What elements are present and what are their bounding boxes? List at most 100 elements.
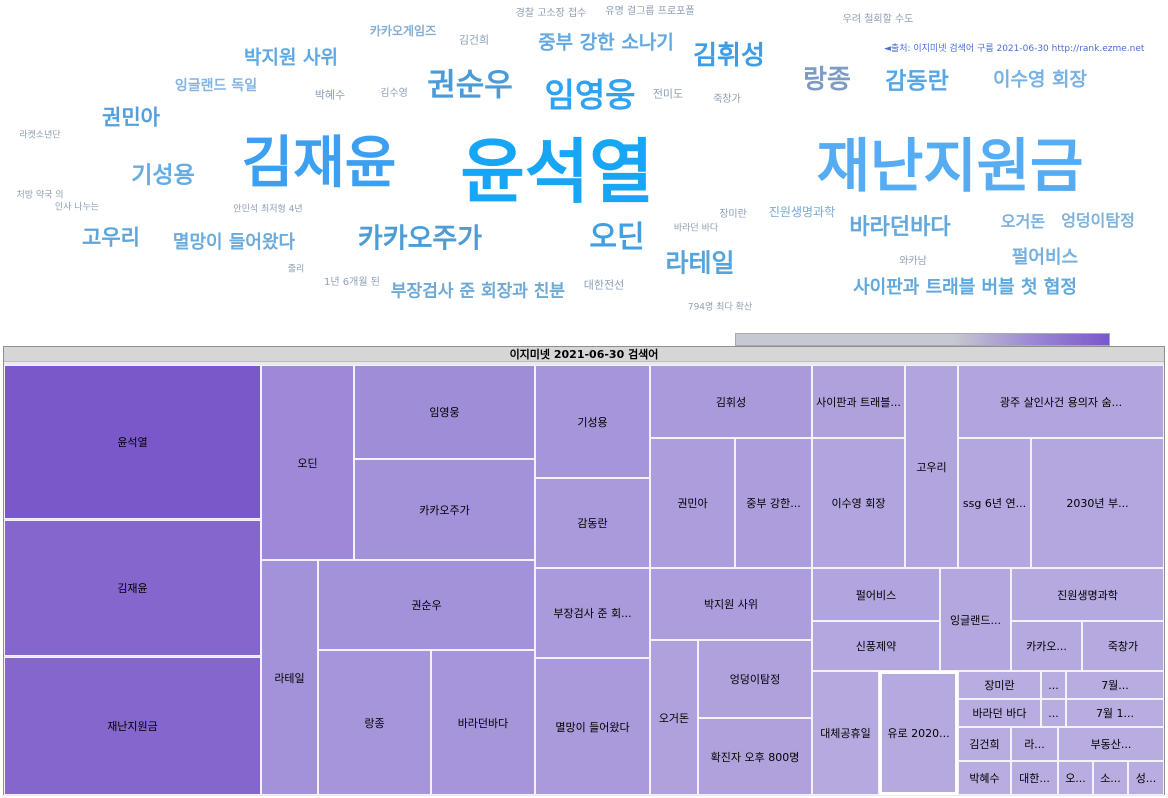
treemap-cell[interactable]: 엉덩이탐정 [698, 640, 812, 718]
treemap-cell[interactable]: 바라던바다 [431, 650, 535, 795]
treemap-cell[interactable]: 중부 강한... [735, 438, 812, 568]
treemap-cell[interactable]: 김재윤 [4, 520, 261, 656]
treemap-cell[interactable]: 박지원 사위 [650, 568, 812, 640]
wordcloud-word: 엉덩이탐정 [1061, 211, 1135, 230]
treemap-cell-label: 카카오... [1026, 640, 1067, 653]
wordcloud-word: 김휘성 [693, 41, 765, 71]
wordcloud-word: 사이판과 트래블 버블 첫 협정 [853, 277, 1077, 298]
treemap-cell[interactable]: 윤석열 [4, 365, 261, 519]
treemap-cell[interactable]: 재난지원금 [4, 657, 261, 795]
treemap-cell[interactable]: 성... [1128, 761, 1164, 795]
wordcloud-word: 멸망이 들어왔다 [172, 232, 296, 253]
treemap-cell[interactable]: 라... [1011, 727, 1058, 761]
treemap-cell[interactable]: 진원생명과학 [1011, 568, 1164, 621]
treemap-cell[interactable]: 죽창가 [1082, 621, 1164, 671]
treemap-cell[interactable]: 라테일 [261, 560, 318, 795]
treemap-cell[interactable]: 기성용 [535, 365, 650, 478]
treemap-cell[interactable]: 신풍제약 [812, 621, 940, 671]
wordcloud-word: 인사 나누는 [54, 202, 100, 213]
treemap-cell[interactable]: 권민아 [650, 438, 735, 568]
treemap-cell[interactable]: 사이판과 트래블... [812, 365, 905, 438]
treemap-cell[interactable]: 김휘성 [650, 365, 812, 438]
treemap-cell[interactable]: 확진자 오후 800명 [698, 718, 812, 795]
treemap-cell[interactable]: 광주 살인사건 용의자 숨... [958, 365, 1164, 438]
wordcloud-word: 임영웅 [544, 75, 636, 115]
treemap-cell[interactable]: 장미란 [958, 671, 1041, 699]
treemap-cell-label: 라... [1024, 738, 1045, 751]
treemap-cell[interactable]: 대체공휴일 [812, 671, 879, 795]
treemap-cell[interactable]: 잉글랜드... [940, 568, 1011, 671]
wordcloud-word: 오딘 [589, 220, 645, 255]
treemap-cell[interactable]: 대한... [1011, 761, 1058, 795]
treemap-cell[interactable]: 소... [1093, 761, 1128, 795]
treemap-cell[interactable]: ... [1041, 671, 1066, 699]
treemap-cell-label: 엉덩이탐정 [729, 673, 781, 686]
treemap-cell-label: 바라던 바다 [972, 707, 1027, 720]
wordcloud-word: 대한전선 [583, 278, 625, 292]
wordcloud-word: 김수영 [380, 88, 408, 99]
source-attribution: ◄출처: 이지미넷 검색어 구름 2021-06-30 http://rank.… [884, 44, 1145, 54]
treemap-cell-label: 오... [1065, 772, 1086, 785]
treemap-cell-label: 재난지원금 [107, 720, 158, 733]
wordcloud-word: 기성용 [131, 162, 195, 189]
treemap-cell-label: 장미란 [984, 679, 1015, 692]
treemap-cell-label: 카카오주가 [419, 503, 470, 517]
wordcloud-word: 권민아 [102, 105, 160, 130]
treemap-cell-label: 랑종 [364, 716, 385, 730]
treemap-cell-label: 라테일 [274, 671, 305, 685]
treemap-cell[interactable]: 펄어비스 [812, 568, 940, 621]
treemap-cell-label: 대한... [1019, 772, 1050, 785]
treemap-cell[interactable]: 부동산... [1058, 727, 1164, 761]
wordcloud-word: 라켓소년단 [19, 130, 61, 141]
treemap-cell[interactable]: 오... [1058, 761, 1093, 795]
treemap-cell-label: 성... [1135, 772, 1157, 785]
treemap-cell-label: 감동란 [577, 517, 608, 530]
treemap-cell[interactable]: 박혜수 [958, 761, 1011, 795]
treemap-cell[interactable]: 오딘 [261, 365, 354, 560]
treemap-cell[interactable]: 카카오주가 [354, 459, 535, 560]
treemap-cell-label: 펄어비스 [855, 588, 897, 602]
treemap-cell-label: 대체공휴일 [820, 727, 871, 740]
treemap-cell-label: 김건희 [969, 738, 1000, 751]
treemap-cell[interactable]: ... [1041, 699, 1066, 727]
wordcloud-word: 랑종 [803, 65, 851, 95]
treemap-cell[interactable]: 바라던 바다 [958, 699, 1041, 727]
treemap-cell-label: ssg 6년 연... [962, 497, 1027, 510]
wordcloud-word: 윤석열 [460, 131, 654, 213]
treemap-cell-label: 광주 살인사건 용의자 숨... [999, 395, 1123, 409]
wordcloud-word: 펄어비스 [1011, 247, 1079, 268]
treemap-cell[interactable]: 감동란 [535, 478, 650, 568]
treemap-cell[interactable]: 부장검사 준 회... [535, 568, 650, 658]
treemap-cell-label: 7월 1... [1095, 707, 1135, 720]
treemap-cell-label: 권순우 [411, 599, 442, 612]
treemap-cell[interactable]: 카카오... [1011, 621, 1082, 671]
treemap-cell-label: 소... [1100, 772, 1121, 785]
treemap-cell-label: 죽창가 [1107, 640, 1139, 653]
treemap-cell-label: 멸망이 들어왔다 [555, 720, 630, 734]
treemap-cell[interactable]: 김건희 [958, 727, 1011, 761]
treemap-cell-label: 박혜수 [969, 772, 1000, 785]
wordcloud-word: 잉글랜드 독일 [174, 78, 258, 94]
treemap-cell[interactable]: ssg 6년 연... [958, 438, 1031, 568]
treemap-cell[interactable]: 임영웅 [354, 365, 535, 459]
wordcloud-word: 바라던바다 [849, 215, 951, 240]
treemap-cell-label: 이수영 회장 [831, 497, 886, 510]
treemap-cell[interactable]: 오거돈 [650, 640, 698, 795]
treemap-cell[interactable]: 7월 1... [1066, 699, 1164, 727]
treemap-cell-label: 오거돈 [658, 711, 690, 725]
wordcloud-word: 카카오주가 [357, 223, 483, 255]
treemap-cell[interactable]: 랑종 [318, 650, 431, 795]
treemap-cell[interactable]: 멸망이 들어왔다 [535, 658, 650, 795]
treemap-cell-label: 중부 강한... [746, 497, 801, 510]
treemap-cell[interactable]: 7월... [1066, 671, 1164, 699]
treemap-title: 이지미넷 2021-06-30 검색어 [4, 347, 1164, 362]
treemap-cell-label: 7월... [1101, 679, 1129, 692]
treemap-cell[interactable]: 권순우 [318, 560, 535, 650]
treemap-cell[interactable]: 이수영 회장 [812, 438, 905, 568]
treemap-cell[interactable]: 고우리 [905, 365, 958, 568]
wordcloud-word: 안민석 최저형 4년 [233, 204, 303, 215]
treemap-cell[interactable]: 유로 2020... [879, 671, 958, 795]
treemap-cell[interactable]: 2030년 부... [1031, 438, 1164, 568]
